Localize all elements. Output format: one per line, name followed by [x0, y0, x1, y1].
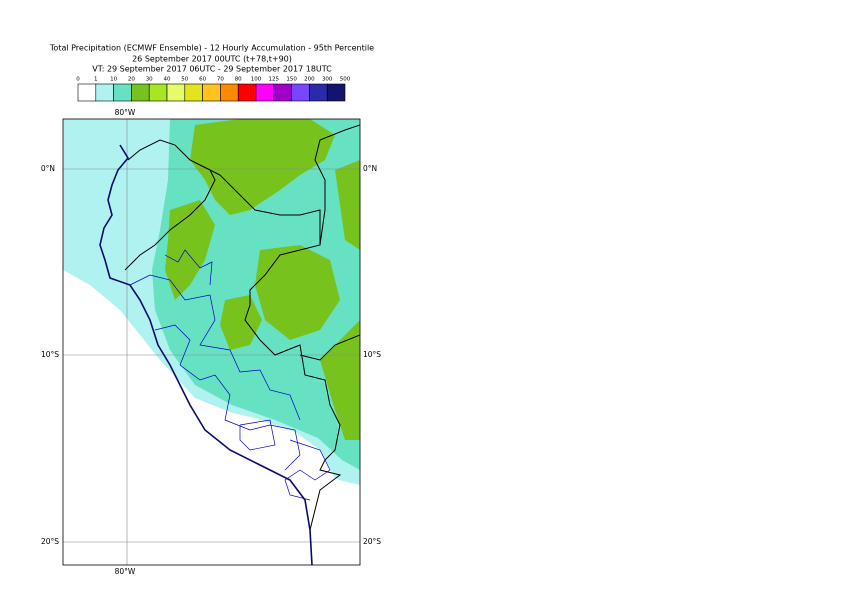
legend-swatch — [273, 83, 292, 102]
legend: 0 1 10 20 30 40 50 60 70 80 100 125 150 200 300 500 — [76, 77, 351, 102]
legend-swatch — [291, 83, 310, 102]
country-border — [127, 139, 342, 531]
country-border — [314, 124, 360, 246]
legend-label: 20 — [128, 77, 135, 83]
legend-label: 100 — [251, 77, 262, 83]
legend-label: 80 — [235, 77, 242, 83]
region-borders — [239, 419, 276, 451]
country-border — [124, 169, 216, 271]
legend-label: 500 — [340, 77, 351, 83]
lat-label: 0°N — [41, 164, 55, 173]
legend-label: 0 — [76, 77, 80, 83]
legend-label: 300 — [322, 77, 333, 83]
legend-label: 40 — [164, 77, 171, 83]
map-area — [63, 119, 360, 565]
legend-swatch — [237, 83, 257, 102]
legend-label: 200 — [304, 77, 315, 83]
valid-time: VT: 29 September 2017 06UTC - 29 Septemb… — [92, 65, 332, 74]
legend-label: 60 — [199, 77, 206, 83]
legend-swatch — [131, 83, 150, 102]
legend-label: 30 — [146, 77, 153, 83]
legend-swatch — [309, 83, 328, 102]
subtitle: 26 September 2017 00UTC (t+78,t+90) — [132, 55, 292, 64]
coastline — [99, 144, 313, 565]
legend-swatch — [202, 83, 221, 102]
legend-label: 10 — [110, 77, 117, 83]
country-border — [299, 334, 360, 361]
lat-label: 0°N — [363, 164, 377, 173]
lon-label: 80°W — [115, 108, 136, 117]
legend-swatch — [326, 83, 346, 102]
precip-20-30 — [165, 119, 360, 440]
region-borders — [284, 439, 331, 501]
legend-swatch — [184, 83, 203, 102]
region-borders — [164, 249, 213, 286]
legend-label: 125 — [269, 77, 280, 83]
legend-swatch — [77, 83, 97, 102]
title: Total Precipitation (ECMWF Ensemble) - 1… — [49, 44, 374, 53]
legend-swatch — [166, 83, 186, 102]
region-borders — [129, 274, 301, 421]
legend-swatch — [255, 83, 275, 102]
legend-label: 150 — [286, 77, 297, 83]
legend-label: 1 — [94, 77, 98, 83]
lat-label: 10°S — [41, 350, 59, 359]
lat-label: 10°S — [363, 350, 381, 359]
legend-swatch — [220, 83, 239, 102]
legend-label: 50 — [181, 77, 188, 83]
dry-land — [185, 400, 360, 565]
legend-label: 70 — [217, 77, 224, 83]
legend-swatch — [95, 83, 114, 102]
legend-swatch — [148, 83, 168, 102]
lat-label: 20°S — [363, 537, 381, 546]
region-borders — [154, 324, 301, 471]
legend-swatch — [113, 83, 132, 102]
lon-label: 80°W — [115, 567, 136, 576]
lat-label: 20°S — [41, 537, 59, 546]
map-frame — [62, 118, 361, 566]
